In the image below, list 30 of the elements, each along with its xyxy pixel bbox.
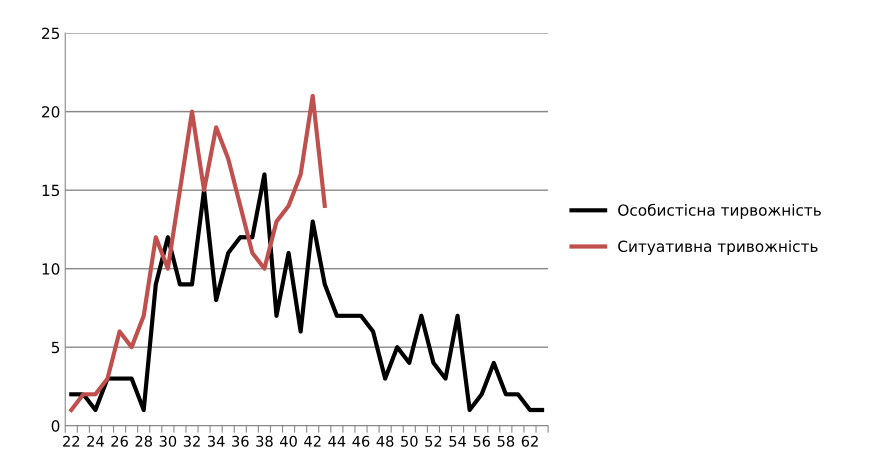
x-tick-label: 30 (160, 436, 176, 447)
x-tick-label: 62 (522, 436, 538, 447)
legend-label: Ситуативна тривожність (618, 240, 818, 256)
x-tick-label: 58 (498, 436, 514, 447)
y-tick-label: 10 (42, 263, 60, 275)
y-tick-label: 5 (52, 342, 60, 354)
x-tick-label: 48 (376, 436, 394, 447)
legend-label: Особистісна тирвожність (618, 204, 821, 219)
x-tick-label: 44 (328, 436, 346, 447)
line-series (69, 172, 544, 412)
y-tick-label: 0 (52, 420, 60, 432)
x-tick-label: 56 (474, 436, 490, 447)
x-tick-label: 24 (87, 436, 104, 447)
y-tick-label: 25 (42, 28, 60, 40)
x-tick-label: 50 (401, 436, 418, 447)
line-series (69, 94, 327, 412)
x-tick-label: 46 (352, 436, 370, 447)
y-tick-label: 20 (42, 106, 60, 118)
x-tick-label: 28 (136, 436, 152, 447)
x-tick-label: 52 (425, 436, 442, 447)
x-tick-label: 26 (111, 436, 128, 447)
x-tick-label: 42 (304, 436, 321, 447)
x-tick-label: 34 (208, 436, 225, 447)
x-tick-label: 22 (63, 436, 80, 447)
x-tick-label: 54 (449, 436, 466, 447)
x-tick-label: 36 (232, 436, 249, 447)
y-tick-label: 15 (42, 184, 60, 196)
x-tick-label: 38 (256, 436, 273, 447)
x-tick-label: 32 (184, 436, 200, 447)
x-tick-label: 40 (280, 436, 297, 447)
